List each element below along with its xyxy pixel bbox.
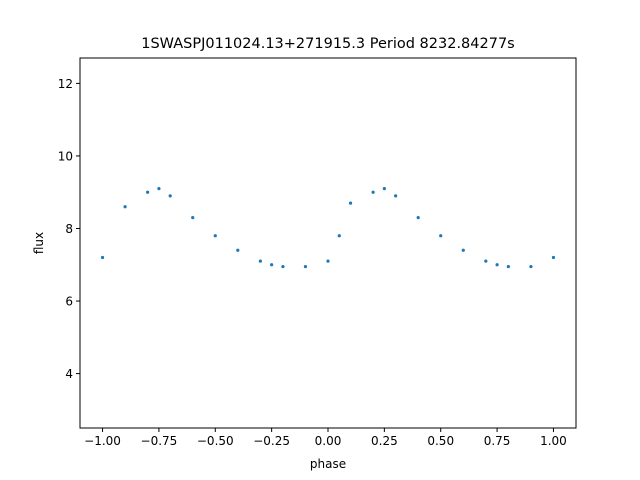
data-point bbox=[100, 255, 105, 260]
data-point bbox=[461, 248, 465, 252]
data-point bbox=[191, 216, 195, 220]
data-point bbox=[168, 194, 172, 198]
x-tick-label: 0.25 bbox=[371, 434, 398, 448]
data-point bbox=[326, 259, 330, 263]
x-tick-label: 0.50 bbox=[427, 434, 454, 448]
x-tick-label: 0.75 bbox=[484, 434, 511, 448]
x-tick-label: −0.25 bbox=[253, 434, 290, 448]
data-point bbox=[258, 259, 262, 263]
y-axis: 4 6 8 10 12 bbox=[58, 77, 80, 381]
data-point bbox=[484, 259, 488, 263]
x-axis: −1.00 −0.75 −0.50 −0.25 0.00 0.25 0.50 0.75 1.00 bbox=[84, 428, 567, 448]
data-point bbox=[529, 264, 533, 269]
x-tick-label: 0.00 bbox=[315, 434, 342, 448]
x-tick-label: −1.00 bbox=[84, 434, 121, 448]
data-point bbox=[146, 190, 150, 194]
data-point bbox=[506, 264, 510, 269]
data-point bbox=[337, 234, 341, 238]
y-tick-label: 10 bbox=[58, 149, 73, 163]
x-axis-label: phase bbox=[310, 457, 346, 471]
y-tick-label: 4 bbox=[65, 367, 73, 381]
data-point bbox=[371, 190, 375, 194]
scatter-points bbox=[100, 186, 556, 269]
y-tick-label: 6 bbox=[65, 295, 73, 309]
data-point bbox=[382, 186, 386, 191]
data-point bbox=[348, 201, 353, 205]
x-tick-label: −0.75 bbox=[141, 434, 178, 448]
data-point bbox=[416, 216, 420, 220]
data-point bbox=[236, 248, 240, 252]
data-point bbox=[303, 264, 308, 269]
data-point bbox=[157, 186, 161, 191]
y-axis-label: flux bbox=[32, 232, 46, 254]
x-tick-label: 1.00 bbox=[540, 434, 567, 448]
chart-title: 1SWASPJ011024.13+271915.3 Period 8232.84… bbox=[141, 36, 515, 52]
data-point bbox=[394, 194, 398, 198]
x-tick-label: −0.50 bbox=[197, 434, 234, 448]
data-point bbox=[270, 263, 274, 267]
data-point bbox=[213, 234, 217, 238]
data-point bbox=[281, 264, 285, 269]
data-point bbox=[495, 263, 499, 267]
y-tick-label: 12 bbox=[58, 77, 73, 91]
data-point bbox=[123, 205, 127, 209]
data-point bbox=[551, 255, 556, 260]
y-tick-label: 8 bbox=[65, 222, 73, 236]
data-point bbox=[439, 234, 443, 238]
